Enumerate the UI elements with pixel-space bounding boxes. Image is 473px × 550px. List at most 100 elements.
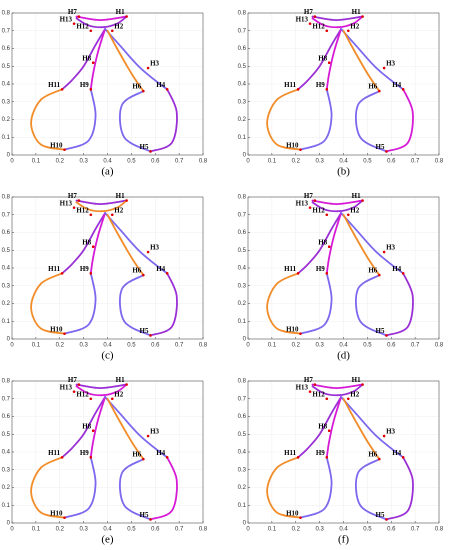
curve <box>342 213 381 276</box>
point-marker <box>325 272 329 275</box>
x-tick-label: 0.1 <box>268 159 277 165</box>
point-marker <box>325 397 329 401</box>
point-marker <box>89 88 93 91</box>
curve <box>311 383 364 397</box>
y-tick-label: 0.8 <box>238 195 247 201</box>
x-tick-label: 0 <box>10 343 14 349</box>
x-tick-label: 0.6 <box>151 159 160 165</box>
point-label: H3 <box>150 60 159 68</box>
point-label: H7 <box>68 8 77 16</box>
x-tick-label: 0.2 <box>56 527 65 533</box>
x-tick-label: 0.1 <box>32 343 41 349</box>
point-label: H6 <box>132 267 141 275</box>
y-tick-label: 0.7 <box>238 28 247 34</box>
curve <box>297 212 343 275</box>
x-tick-label: 0.5 <box>127 159 136 165</box>
y-tick-label: 0.5 <box>2 248 11 254</box>
point-label: H1 <box>352 192 361 200</box>
curve <box>266 272 302 335</box>
curve <box>61 28 107 91</box>
point-label: H12 <box>76 206 89 214</box>
point-marker <box>327 429 331 432</box>
point-marker <box>89 456 93 459</box>
point-marker <box>313 15 317 18</box>
curve <box>89 28 107 91</box>
panel: 0 0.1 0.2 0.3 0.4 0.5 0.6 0.7 0.8 0 0.1 0.2 0.3 0.4 0.… <box>238 8 444 177</box>
point-marker <box>327 245 331 248</box>
x-tick-label: 0.8 <box>435 159 444 165</box>
point-label: H2 <box>350 390 359 398</box>
curve <box>63 456 97 519</box>
curve <box>61 212 107 275</box>
point-label: H11 <box>48 81 61 89</box>
x-tick-label: 0.2 <box>292 159 301 165</box>
point-label: H10 <box>286 509 299 517</box>
point-marker <box>313 383 317 386</box>
curve <box>355 458 388 521</box>
point-marker <box>361 15 364 18</box>
point-label: H13 <box>296 383 309 391</box>
x-tick-label: 0.6 <box>387 159 396 165</box>
point-label: H10 <box>50 509 63 517</box>
point-label: H5 <box>140 511 149 519</box>
curve <box>75 15 128 29</box>
point-marker <box>142 89 145 93</box>
panel-caption: (e) <box>101 534 114 546</box>
point-label: H4 <box>392 81 401 89</box>
point-label: H13 <box>60 15 73 23</box>
panel-caption: (d) <box>337 350 350 362</box>
x-tick-label: 0.1 <box>32 159 41 165</box>
curve <box>63 272 97 335</box>
point-label: H11 <box>48 265 61 273</box>
point-label: H9 <box>80 81 89 89</box>
y-tick-label: 0.4 <box>238 450 247 456</box>
y-tick-label: 0 <box>7 153 11 159</box>
curve <box>89 212 107 275</box>
curve <box>106 213 145 276</box>
x-tick-label: 0.7 <box>411 343 420 349</box>
curve <box>149 456 178 521</box>
point-marker <box>325 29 329 33</box>
x-tick-label: 0.3 <box>315 159 324 165</box>
x-tick-label: 0.1 <box>32 527 41 533</box>
point-label: H7 <box>304 8 313 16</box>
point-label: H8 <box>318 54 327 62</box>
point-marker <box>382 66 386 70</box>
point-marker <box>63 148 66 151</box>
y-tick-label: 0.2 <box>2 301 11 307</box>
point-marker <box>165 456 169 459</box>
point-marker <box>63 516 66 519</box>
x-tick-label: 0.2 <box>56 343 65 349</box>
x-tick-label: 0 <box>246 343 250 349</box>
point-label: H8 <box>318 238 327 246</box>
x-tick-label: 0.5 <box>127 527 136 533</box>
point-marker <box>60 456 64 459</box>
point-label: H7 <box>68 192 77 200</box>
x-tick-label: 0.3 <box>315 343 324 349</box>
curve <box>311 199 364 206</box>
point-label: H1 <box>116 8 125 16</box>
curve <box>75 199 128 213</box>
curve <box>63 88 97 151</box>
y-tick-label: 0.7 <box>2 212 11 218</box>
point-label: H4 <box>392 449 401 457</box>
point-label: H6 <box>132 451 141 459</box>
point-marker <box>149 150 152 153</box>
point-label: H12 <box>76 390 89 398</box>
point-label: H9 <box>80 449 89 457</box>
curve <box>104 28 169 91</box>
y-tick-label: 0.5 <box>238 64 247 70</box>
point-marker <box>110 397 114 401</box>
panel-caption: (b) <box>337 166 350 178</box>
x-tick-label: 0.5 <box>127 343 136 349</box>
y-tick-label: 0.1 <box>2 319 11 325</box>
point-label: H3 <box>150 244 159 252</box>
point-marker <box>308 22 312 25</box>
x-tick-label: 0 <box>246 159 250 165</box>
point-label: H6 <box>132 83 141 91</box>
point-marker <box>313 199 317 202</box>
point-label: H5 <box>376 511 385 519</box>
point-label: H5 <box>376 143 385 151</box>
curve <box>340 212 405 275</box>
